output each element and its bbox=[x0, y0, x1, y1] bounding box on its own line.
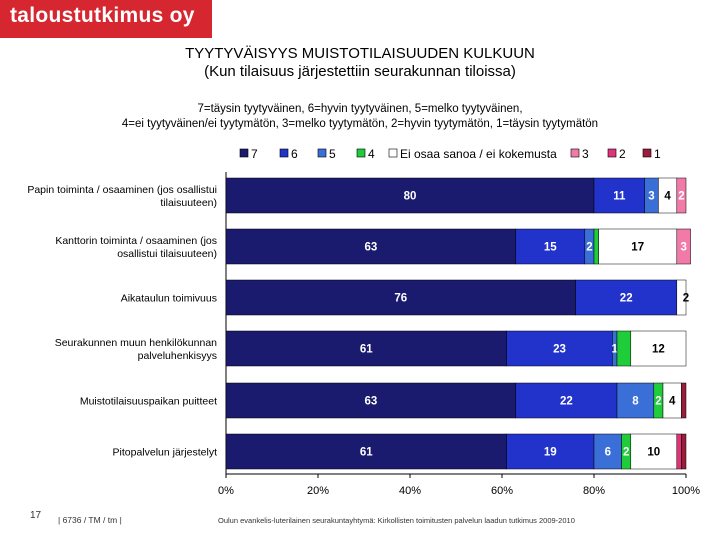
x-tick-label-0: 0% bbox=[218, 485, 234, 497]
bar-label-0-0: 80 bbox=[404, 191, 417, 203]
legend-swatch-6 bbox=[607, 148, 617, 158]
category-label-3-0: Seurakunnen muun henkilökunnan bbox=[55, 337, 217, 349]
bar-label-5-0: 61 bbox=[360, 447, 373, 459]
scale-note: 7=täysin tyytyväinen, 6=hyvin tyytyväine… bbox=[0, 102, 720, 132]
bar-label-3-4: 12 bbox=[652, 344, 665, 356]
bar-outside-label-2: 2 bbox=[683, 293, 689, 305]
bar-5-7 bbox=[681, 433, 687, 470]
bar-1-5 bbox=[676, 228, 691, 265]
bar-label-0-2: 3 bbox=[648, 191, 654, 203]
bar-2-1 bbox=[575, 279, 678, 316]
x-tick-label-5: 100% bbox=[672, 485, 700, 497]
bar-label-4-1: 22 bbox=[560, 396, 573, 408]
brand-logo: taloustutkimus oy bbox=[0, 0, 212, 38]
bar-label-0-4: 4 bbox=[664, 191, 671, 203]
source-note: Oulun evankelis-luterilainen seurakuntay… bbox=[218, 516, 575, 525]
legend-swatch-7 bbox=[642, 148, 652, 158]
category-label-3-1: palveluhenkisyys bbox=[138, 350, 217, 362]
category-label-2-0: Aikataulun toimivuus bbox=[121, 293, 217, 305]
legend-swatch-5 bbox=[570, 148, 580, 158]
bar-3-1 bbox=[506, 330, 613, 367]
bar-0-5 bbox=[676, 177, 687, 214]
legend-label-1: 6 bbox=[291, 147, 298, 161]
bar-label-4-4: 4 bbox=[669, 396, 676, 408]
bar-4-2 bbox=[616, 382, 655, 419]
bar-1-3 bbox=[593, 228, 599, 265]
bar-label-2-0: 76 bbox=[394, 293, 407, 305]
bar-1-1 bbox=[515, 228, 586, 265]
bar-label-4-0: 63 bbox=[365, 396, 378, 408]
bar-label-3-0: 61 bbox=[360, 344, 373, 356]
bar-label-5-1: 19 bbox=[544, 447, 557, 459]
legend-label-7: 1 bbox=[654, 147, 661, 161]
slide-number: 17 bbox=[30, 510, 42, 521]
bar-label-1-1: 15 bbox=[544, 242, 557, 254]
bar-label-1-4: 17 bbox=[631, 242, 644, 254]
bar-label-0-5: 2 bbox=[678, 191, 684, 203]
category-label-0-0: Papin toiminta / osaaminen (jos osallist… bbox=[27, 184, 217, 196]
chart-title: TYYTYVÄISYYS MUISTOTILAISUUDEN KULKUUN bbox=[185, 45, 535, 62]
bar-label-4-3: 2 bbox=[655, 396, 661, 408]
bar-label-0-1: 11 bbox=[613, 191, 626, 203]
legend-label-6: 2 bbox=[619, 147, 626, 161]
bar-5-1 bbox=[506, 433, 595, 470]
legend-swatch-1 bbox=[279, 148, 289, 158]
legend-label-5: 3 bbox=[582, 147, 589, 161]
category-label-0-1: tilaisuuteen) bbox=[160, 197, 217, 209]
bar-label-1-5: 3 bbox=[680, 242, 686, 254]
bar-4-0 bbox=[225, 382, 517, 419]
x-tick-label-2: 40% bbox=[399, 485, 421, 497]
bar-5-4 bbox=[630, 433, 678, 470]
bar-label-5-2: 6 bbox=[605, 447, 611, 459]
brand-name: taloustutkimus oy bbox=[10, 4, 195, 27]
bar-label-2-1: 22 bbox=[620, 293, 633, 305]
bar-label-3-1: 23 bbox=[553, 344, 566, 356]
bar-1-0 bbox=[225, 228, 517, 265]
bar-5-6 bbox=[676, 433, 682, 470]
bar-2-4 bbox=[676, 279, 687, 316]
legend-swatch-0 bbox=[239, 148, 249, 158]
category-label-1-1: osallistui tilaisuuteen) bbox=[117, 248, 217, 260]
bar-1-4 bbox=[598, 228, 678, 265]
bar-label-1-2: 2 bbox=[586, 242, 592, 254]
chart-title-block: TYYTYVÄISYYS MUISTOTILAISUUDEN KULKUUN (… bbox=[0, 45, 720, 81]
bar-4-7 bbox=[681, 382, 687, 419]
bar-label-4-2: 8 bbox=[632, 396, 639, 408]
chart-subtitle: (Kun tilaisuus järjestettiin seurakunnan… bbox=[204, 63, 516, 80]
bar-3-3 bbox=[616, 330, 632, 367]
legend-label-0: 7 bbox=[251, 147, 258, 161]
category-label-1-0: Kanttorin toiminta / osaaminen (jos bbox=[55, 235, 217, 247]
legend-label-3: 4 bbox=[368, 147, 375, 161]
legend-swatch-3 bbox=[356, 148, 366, 158]
x-tick-label-4: 80% bbox=[583, 485, 605, 497]
bar-3-0 bbox=[225, 330, 507, 367]
bar-label-1-0: 63 bbox=[365, 242, 378, 254]
x-tick-label-1: 20% bbox=[307, 485, 329, 497]
bar-3-4 bbox=[630, 330, 687, 367]
bar-label-5-3: 2 bbox=[623, 447, 629, 459]
bar-label-5-4: 10 bbox=[647, 447, 660, 459]
bar-5-0 bbox=[225, 433, 507, 470]
legend-swatch-2 bbox=[317, 148, 327, 158]
scale-note-line-1: 7=täysin tyytyväinen, 6=hyvin tyytyväine… bbox=[197, 103, 523, 115]
report-code: | 6736 / TM / tm | bbox=[58, 515, 122, 525]
category-label-4-0: Muistotilaisuuspaikan puitteet bbox=[80, 396, 217, 408]
bar-4-1 bbox=[515, 382, 618, 419]
bar-label-3-2: 1 bbox=[611, 344, 618, 356]
bar-0-1 bbox=[593, 177, 645, 214]
bar-5-2 bbox=[593, 433, 622, 470]
bar-2-0 bbox=[225, 279, 576, 316]
legend-label-2: 5 bbox=[329, 147, 336, 161]
category-label-5-0: Pitopalvelun järjestelyt bbox=[113, 447, 218, 459]
legend-label-4: Ei osaa sanoa / ei kokemusta bbox=[400, 147, 557, 161]
x-tick-label-3: 60% bbox=[491, 485, 513, 497]
legend-swatch-4 bbox=[388, 148, 398, 158]
scale-note-line-2: 4=ei tyytyväinen/ei tyytymätön, 3=melko … bbox=[121, 118, 599, 130]
